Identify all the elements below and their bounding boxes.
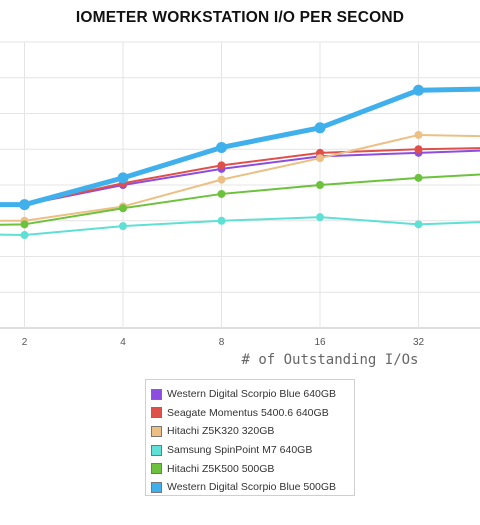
legend-swatch — [151, 388, 162, 400]
data-point — [119, 222, 127, 231]
data-point — [316, 154, 324, 163]
series-line — [0, 147, 480, 207]
line-chart-plot: 2 4 8 16 32 — [0, 41, 480, 345]
data-point — [217, 161, 226, 170]
legend-label: Western Digital Scorpio Blue 500GB — [167, 481, 337, 494]
legend-swatch — [151, 407, 162, 419]
legend-swatch — [151, 444, 162, 456]
series-line — [0, 86, 480, 208]
x-tick-label: 8 — [219, 337, 225, 345]
legend-swatch — [151, 463, 162, 475]
data-point — [316, 181, 324, 189]
data-point — [414, 173, 423, 182]
legend-label: Samsung SpinPoint M7 640GB — [167, 444, 313, 457]
data-point — [414, 220, 423, 229]
data-point — [314, 122, 326, 134]
legend-swatch — [151, 481, 162, 493]
legend-item: Samsung SpinPoint M7 640GB — [151, 441, 354, 460]
data-point — [413, 84, 424, 96]
legend-label: Hitachi Z5K320 320GB — [167, 425, 275, 438]
x-axis-label: # of Outstanding I/Os — [241, 352, 419, 368]
x-tick-label: 16 — [314, 337, 326, 345]
legend-label: Western Digital Scorpio Blue 640GB — [167, 388, 337, 401]
data-point — [217, 216, 226, 225]
data-point — [414, 145, 423, 154]
legend-item: Seagate Momentus 5400.6 640GB — [151, 404, 354, 423]
x-tick-label: 32 — [413, 337, 425, 345]
series-line — [0, 173, 480, 226]
x-tick-label: 4 — [120, 337, 126, 345]
legend-item: Western Digital Scorpio Blue 640GB — [151, 385, 354, 404]
data-point — [117, 172, 129, 184]
data-point — [19, 199, 30, 211]
x-tick-label: 2 — [22, 337, 28, 345]
legend-label: Hitachi Z5K500 500GB — [167, 462, 275, 475]
legend-swatch — [151, 425, 162, 437]
legend-item: Hitachi Z5K320 320GB — [151, 422, 354, 441]
legend-label: Seagate Momentus 5400.6 640GB — [167, 406, 329, 419]
data-point — [20, 231, 29, 240]
legend-item: Hitachi Z5K500 500GB — [151, 459, 354, 478]
data-point — [316, 213, 324, 222]
chart-legend: Western Digital Scorpio Blue 640GB Seagat… — [145, 379, 355, 496]
data-point — [20, 220, 29, 229]
data-point — [217, 175, 226, 184]
data-point — [414, 130, 423, 139]
data-point — [216, 141, 227, 153]
legend-item: Western Digital Scorpio Blue 500GB — [151, 478, 354, 497]
series-line — [0, 216, 480, 237]
data-point — [119, 204, 127, 213]
data-point — [217, 189, 226, 198]
chart-title: IOMETER WORKSTATION I/O PER SECOND — [75, 9, 405, 26]
